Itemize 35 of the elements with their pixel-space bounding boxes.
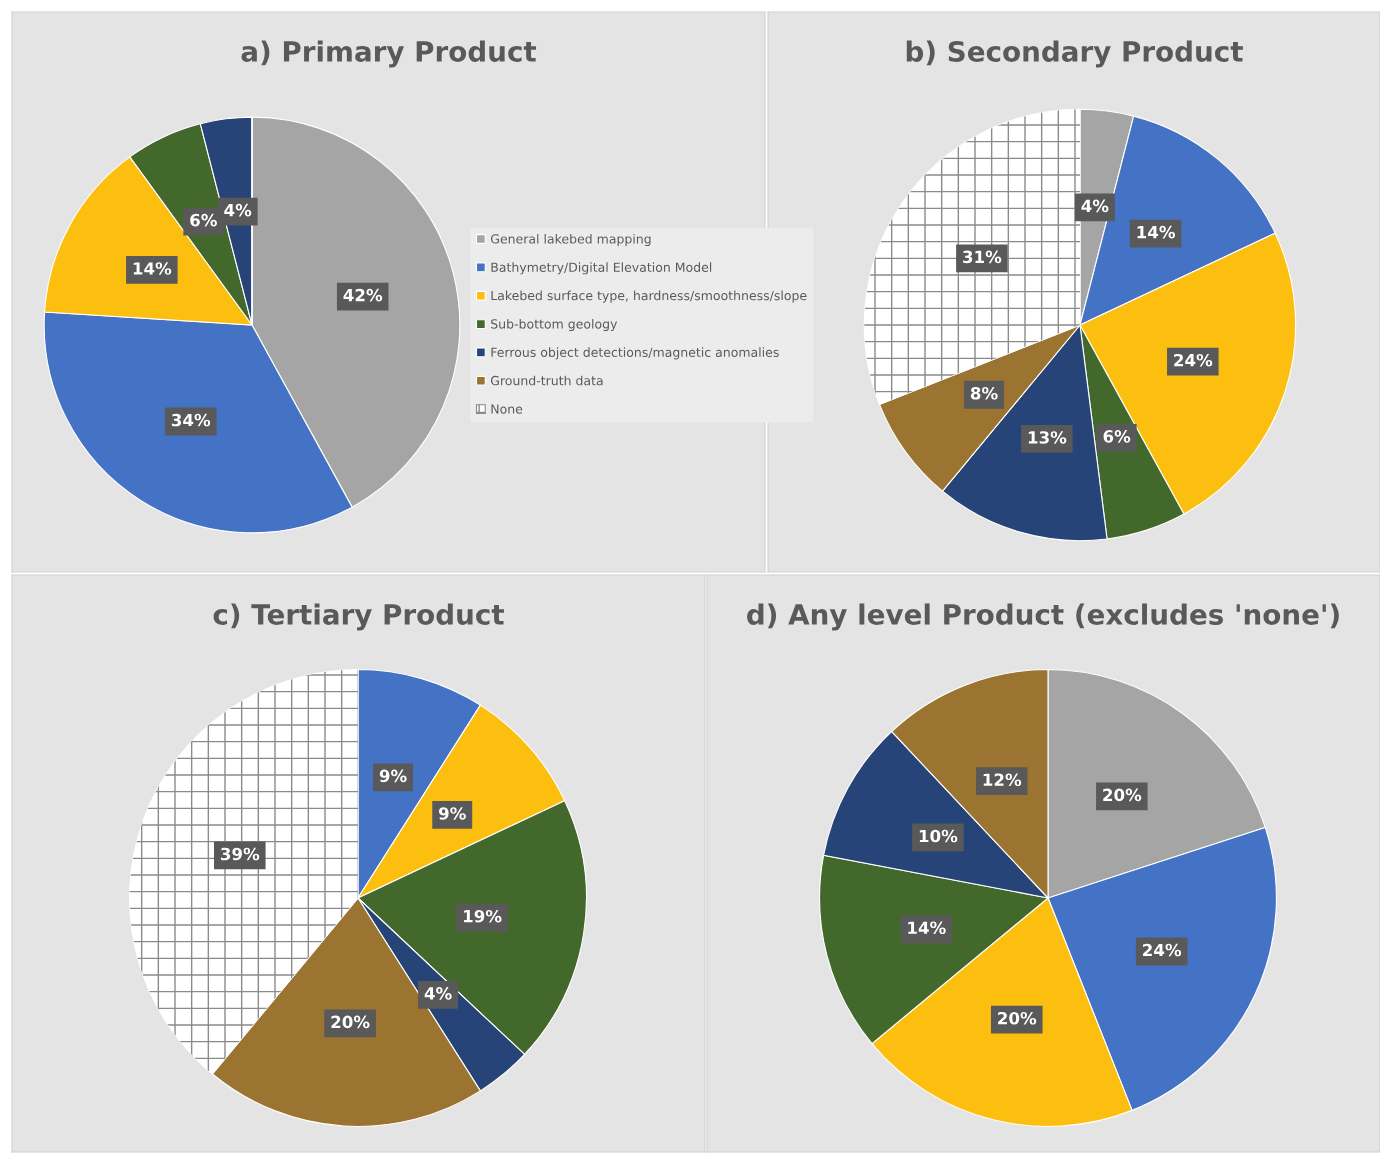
chart-title: d) Any level Product (excludes 'none') (747, 603, 1339, 631)
data-label: 19% (464, 909, 502, 923)
chart-title: b) Secondary Product (906, 40, 1243, 68)
legend-label: General lakebed mapping (490, 233, 651, 247)
data-label: 24% (1143, 943, 1182, 957)
data-label: 42% (343, 288, 383, 302)
data-label: 4% (1081, 199, 1109, 213)
legend-label: Ground-truth data (490, 375, 603, 386)
legend-label: None (491, 404, 523, 414)
legend-label: Lakebed surface type, hardness/smoothness/slope (491, 290, 807, 303)
data-label: 20% (1103, 788, 1142, 802)
legend-label: Ferrous object detections/magnetic anomalies (491, 347, 779, 360)
data-label: 10% (919, 829, 958, 843)
legend-label: Bathymetry/Digital Elevation Model (491, 262, 712, 275)
data-label: 13% (1028, 431, 1067, 444)
data-label: 24% (1174, 353, 1213, 367)
data-label: 20% (998, 1011, 1037, 1025)
data-label: 31% (963, 250, 1002, 264)
data-label: 14% (1137, 225, 1176, 239)
data-label: 9% (379, 769, 407, 783)
data-label: 12% (983, 773, 1022, 787)
data-label: 20% (331, 1015, 370, 1029)
chart-title: c) Tertiary Product (213, 603, 504, 631)
chart-title: a) Primary Product (241, 40, 537, 68)
data-label: 6% (190, 213, 217, 227)
data-label: 14% (908, 921, 946, 935)
data-label: 4% (424, 987, 452, 1000)
legend-label: Sub-bottom geology (491, 318, 618, 332)
data-label: 6% (1103, 430, 1131, 443)
data-label: 14% (133, 262, 172, 275)
data-label: 34% (171, 413, 211, 427)
data-label: 8% (970, 386, 998, 400)
data-label: 9% (438, 807, 466, 820)
data-label: 39% (220, 847, 260, 861)
data-label: 4% (224, 203, 252, 217)
